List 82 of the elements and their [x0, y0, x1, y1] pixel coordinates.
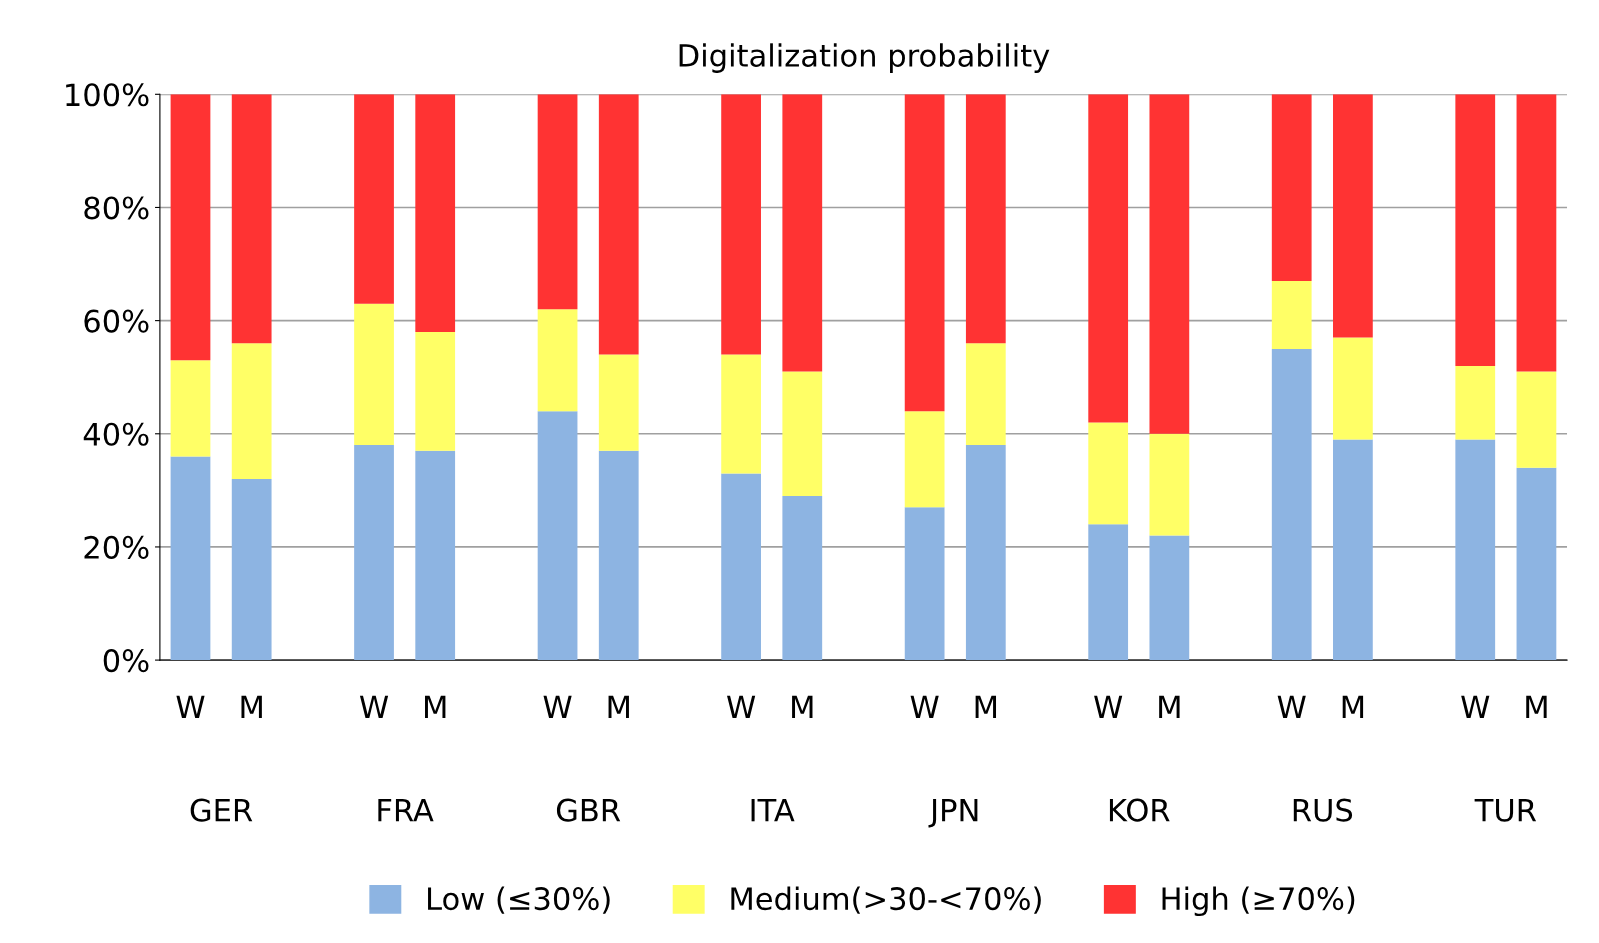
y-tick-label: 20%	[84, 535, 149, 559]
bar	[415, 94, 456, 332]
bar	[1516, 467, 1557, 661]
bar	[1149, 433, 1190, 536]
y-tick-label: 0%	[103, 649, 149, 673]
bar	[904, 507, 945, 661]
bar	[1455, 365, 1496, 440]
bar	[1088, 422, 1129, 525]
x-tick-label: W	[543, 695, 572, 719]
bar	[1333, 439, 1373, 661]
bar	[170, 360, 211, 457]
bar	[721, 473, 761, 661]
x-tick-label: M	[241, 695, 262, 719]
x-tick-label: M	[792, 695, 813, 719]
y-tick-label: 60%	[84, 309, 149, 333]
x-tick-label: W	[910, 695, 939, 719]
bar	[782, 371, 823, 497]
bar	[598, 450, 639, 661]
bar	[537, 309, 578, 412]
y-tick-label: 100%	[66, 83, 149, 107]
bar	[415, 450, 456, 661]
x-tick-label: M	[975, 695, 997, 719]
bar	[904, 411, 945, 508]
bar	[598, 94, 639, 355]
text: ITA	[751, 799, 795, 822]
bar	[1149, 94, 1190, 434]
bar	[782, 94, 823, 372]
bar	[1271, 348, 1312, 661]
text: TUR	[1474, 799, 1537, 822]
bar	[1516, 94, 1557, 372]
x-tick-label: W	[176, 695, 205, 719]
bar	[1271, 94, 1312, 282]
bar	[904, 94, 945, 412]
bar	[1333, 337, 1373, 440]
bar	[1455, 439, 1496, 661]
legend-label: Low (≤30%)	[428, 886, 610, 914]
bar	[1088, 524, 1129, 661]
text: RUS	[1293, 798, 1353, 822]
x-tick-label: M	[425, 695, 446, 719]
bar	[1455, 94, 1496, 366]
chart-title: Digitalization probability	[679, 43, 1050, 73]
bar	[354, 445, 394, 661]
x-tick-label: W	[1277, 695, 1306, 719]
text: FRA	[378, 799, 434, 822]
bar	[1516, 371, 1557, 468]
y-tick-label: 40%	[83, 422, 149, 446]
bar	[1333, 94, 1373, 338]
bar	[231, 343, 272, 480]
bar	[537, 94, 578, 310]
x-tick-label: W	[1094, 695, 1123, 719]
bar	[537, 411, 578, 661]
x-tick-label: W	[727, 695, 756, 719]
bar	[1149, 535, 1190, 661]
x-tick-label: M	[1526, 695, 1547, 719]
bar	[782, 496, 823, 661]
x-tick-label: W	[359, 695, 389, 719]
bar	[721, 94, 761, 355]
bar	[415, 331, 456, 451]
bar	[231, 94, 272, 344]
bar	[965, 94, 1006, 344]
x-tick-label: M	[1159, 695, 1180, 719]
x-tick-label: W	[1461, 695, 1490, 719]
bar	[721, 354, 761, 474]
bar	[965, 343, 1006, 446]
bar	[170, 94, 211, 361]
legend-label: High (≥70%)	[1162, 886, 1355, 917]
bar	[170, 456, 211, 661]
bar	[354, 303, 394, 446]
bar	[598, 354, 639, 451]
bar	[1271, 281, 1312, 349]
bar	[231, 479, 272, 661]
text: KOR	[1109, 798, 1170, 822]
legend-label: Medium(>30-<70%)	[731, 886, 1041, 914]
bar	[965, 445, 1006, 661]
bar	[354, 94, 394, 304]
bar	[1088, 94, 1129, 423]
x-tick-label: M	[1342, 695, 1364, 719]
x-tick-label: M	[608, 695, 629, 719]
y-tick-label: 80%	[84, 196, 149, 220]
text: GER	[190, 798, 253, 822]
text: JPN	[928, 799, 978, 828]
text: GBR	[556, 798, 621, 822]
